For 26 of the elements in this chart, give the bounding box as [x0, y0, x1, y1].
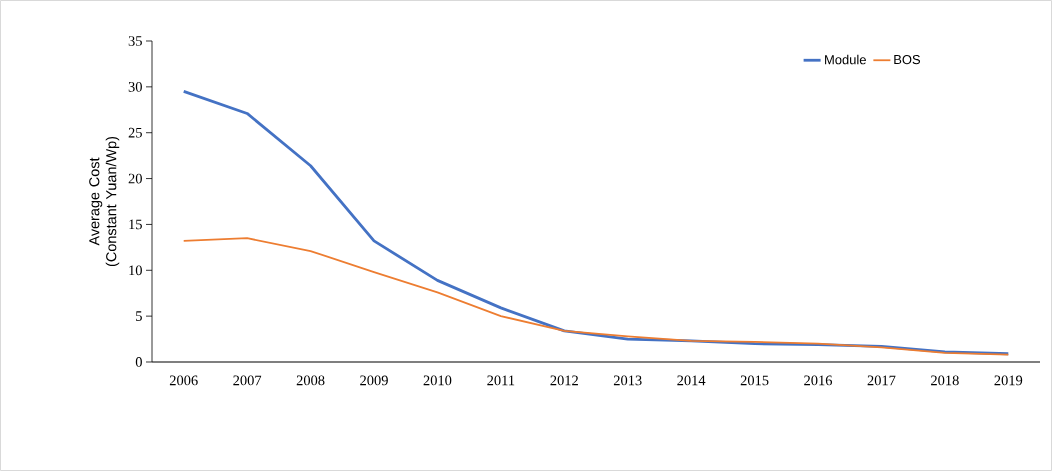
x-tick-label: 2014: [677, 375, 706, 386]
x-tick-label: 2015: [740, 375, 769, 386]
x-tick-label: 2011: [487, 375, 515, 386]
x-tick-label: 2018: [931, 375, 959, 386]
x-tick-label: 2006: [169, 375, 198, 386]
x-tick-label: 2013: [613, 375, 642, 386]
x-tick-label: 2017: [867, 375, 896, 386]
y-tick-label: 5: [136, 311, 142, 321]
y-tick-label: 20: [128, 173, 142, 184]
y-tick-label: 0: [135, 357, 142, 367]
legend-label: Module: [825, 54, 866, 65]
y-tick-label: 10: [129, 265, 142, 276]
y-tick-label: 35: [128, 36, 142, 46]
x-tick-label: 2008: [296, 375, 325, 386]
y-tick-label: 30: [128, 81, 142, 92]
x-tick-label: 2019: [994, 375, 1023, 386]
line-series: [182, 237, 1010, 356]
legend-label: BOS: [894, 54, 921, 65]
x-tick-label: 2007: [233, 375, 262, 386]
y-tick-label: 25: [128, 127, 142, 138]
y-axis-title: Average Cost (Constant Yuan/Wp): [89, 136, 120, 267]
x-tick-label: 2009: [360, 375, 388, 386]
x-tick-label: 2012: [550, 375, 578, 386]
y-tick-label: 15: [129, 219, 142, 230]
x-tick-label: 2010: [423, 375, 452, 386]
x-tick-label: 2016: [804, 375, 833, 386]
